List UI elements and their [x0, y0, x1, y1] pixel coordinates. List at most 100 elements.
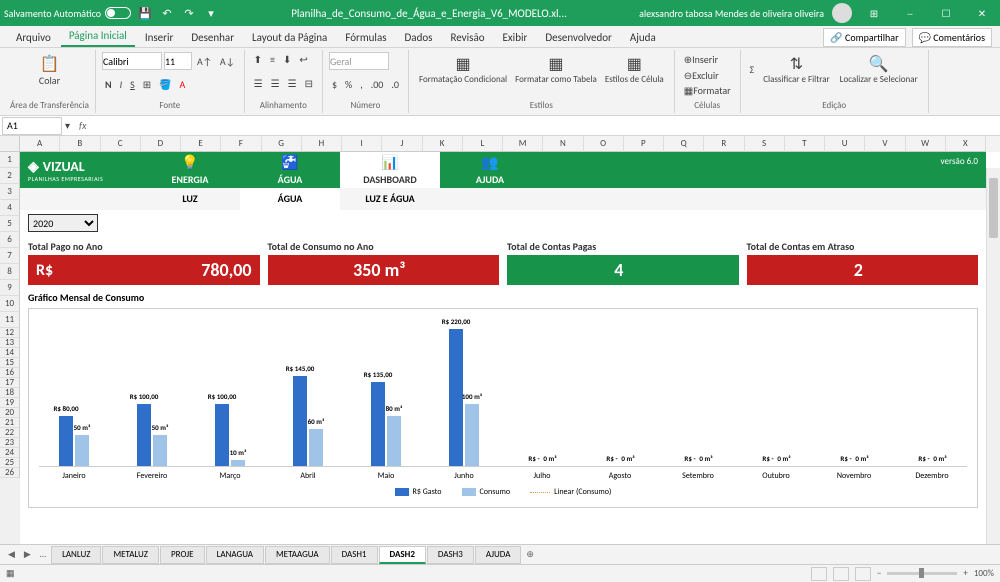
autosave-toggle[interactable]: Salvamento Automático: [4, 7, 131, 20]
menu-fórmulas[interactable]: Fórmulas: [337, 28, 394, 47]
fx-icon[interactable]: fx: [73, 119, 92, 132]
delete-cells-button[interactable]: ⊖ Excluir: [681, 68, 722, 83]
menu-ajuda[interactable]: Ajuda: [622, 28, 664, 47]
col-header[interactable]: I: [342, 136, 382, 152]
decrease-decimal-icon[interactable]: .0: [388, 77, 402, 92]
nav-água[interactable]: 🚰ÁGUA: [240, 152, 340, 188]
redo-icon[interactable]: ↷: [181, 5, 197, 21]
sheet-tab-dash3[interactable]: DASH3: [427, 546, 474, 564]
col-header[interactable]: V: [865, 136, 905, 152]
paste-button[interactable]: 📋 Colar: [10, 52, 89, 89]
menu-página-inicial[interactable]: Página Inicial: [61, 26, 135, 47]
nav-energia[interactable]: 💡ENERGIA: [140, 152, 240, 188]
formula-dropdown-icon[interactable]: ▾: [62, 118, 73, 133]
row-header[interactable]: 5: [0, 216, 20, 232]
align-right-icon[interactable]: ☰: [285, 76, 300, 91]
align-middle-icon[interactable]: ≡: [267, 52, 278, 67]
subnav-luz-e-água[interactable]: LUZ E ÁGUA: [340, 188, 440, 210]
undo-icon[interactable]: ↶: [159, 5, 175, 21]
add-sheet-icon[interactable]: ⊕: [522, 549, 538, 560]
col-header[interactable]: P: [624, 136, 664, 152]
page-layout-icon[interactable]: [833, 567, 849, 581]
row-header[interactable]: 9: [0, 280, 20, 296]
col-header[interactable]: G: [262, 136, 302, 152]
col-header[interactable]: W: [906, 136, 946, 152]
col-header[interactable]: T: [785, 136, 825, 152]
zoom-slider[interactable]: [887, 572, 957, 575]
name-box[interactable]: [2, 117, 62, 135]
col-header[interactable]: A: [20, 136, 60, 152]
row-header[interactable]: 6: [0, 232, 20, 248]
row-header[interactable]: 1: [0, 152, 20, 168]
col-header[interactable]: D: [141, 136, 181, 152]
comma-icon[interactable]: ,: [357, 77, 366, 92]
qat-icon[interactable]: ▾: [203, 5, 219, 21]
subnav-água[interactable]: ÁGUA: [240, 188, 340, 210]
row-header[interactable]: 26: [0, 468, 20, 478]
font-size-select[interactable]: [164, 52, 192, 70]
comments-button[interactable]: 💬 Comentários: [912, 28, 992, 47]
menu-inserir[interactable]: Inserir: [137, 28, 182, 47]
save-icon[interactable]: 💾: [137, 5, 153, 21]
cell-styles-button[interactable]: ▦Estilos de Célula: [601, 52, 668, 87]
subnav-luz[interactable]: LUZ: [140, 188, 240, 210]
sheet-tab-lanluz[interactable]: LANLUZ: [51, 546, 101, 564]
share-button[interactable]: 🔗 Compartilhar: [823, 28, 905, 47]
tab-prev-icon[interactable]: ◀: [4, 549, 19, 560]
col-header[interactable]: Q: [664, 136, 704, 152]
align-center-icon[interactable]: ☰: [268, 76, 283, 91]
nav-ajuda[interactable]: 👥AJUDA: [440, 152, 540, 188]
menu-revisão[interactable]: Revisão: [442, 28, 492, 47]
underline-icon[interactable]: S: [127, 77, 138, 92]
fill-color-icon[interactable]: 🪣: [156, 77, 174, 92]
col-header[interactable]: J: [382, 136, 422, 152]
col-header[interactable]: K: [423, 136, 463, 152]
nav-dashboard[interactable]: 📊DASHBOARD: [340, 152, 440, 188]
align-left-icon[interactable]: ☰: [251, 76, 266, 91]
menu-arquivo[interactable]: Arquivo: [8, 28, 59, 47]
minimize-icon[interactable]: ─: [896, 0, 924, 26]
sheet-tab-metaagua[interactable]: METAAGUA: [265, 546, 330, 564]
merge-icon[interactable]: ⊟: [302, 76, 316, 91]
sheet-tab-lanagua[interactable]: LANAGUA: [206, 546, 264, 564]
menu-layout-da-página[interactable]: Layout da Página: [244, 28, 335, 47]
menu-desenhar[interactable]: Desenhar: [183, 28, 242, 47]
col-header[interactable]: H: [302, 136, 342, 152]
col-header[interactable]: M: [503, 136, 543, 152]
menu-desenvolvedor[interactable]: Desenvolvedor: [537, 28, 620, 47]
increase-decimal-icon[interactable]: .00: [368, 77, 387, 92]
col-header[interactable]: B: [60, 136, 100, 152]
row-header[interactable]: 3: [0, 184, 20, 200]
col-header[interactable]: O: [584, 136, 624, 152]
increase-font-icon[interactable]: A↑: [194, 54, 215, 69]
currency-icon[interactable]: $: [329, 77, 340, 92]
insert-cells-button[interactable]: ⊕ Inserir: [681, 52, 721, 67]
row-header[interactable]: 11: [0, 312, 20, 328]
col-header[interactable]: N: [543, 136, 583, 152]
align-top-icon[interactable]: ⬆: [251, 52, 265, 67]
font-name-select[interactable]: [102, 52, 162, 70]
col-header[interactable]: S: [745, 136, 785, 152]
sort-filter-button[interactable]: ⇅Classificar e Filtrar: [759, 52, 833, 87]
normal-view-icon[interactable]: [811, 567, 827, 581]
percent-icon[interactable]: %: [342, 77, 355, 92]
ribbon-options-icon[interactable]: ⊞: [860, 0, 888, 26]
conditional-format-button[interactable]: ▦Formatação Condicional: [415, 52, 511, 87]
vertical-scrollbar[interactable]: [986, 168, 1000, 544]
zoom-in-icon[interactable]: +: [963, 568, 967, 579]
zoom-out-icon[interactable]: −: [877, 568, 881, 579]
col-header[interactable]: C: [101, 136, 141, 152]
border-icon[interactable]: ⊞: [140, 77, 154, 92]
menu-dados[interactable]: Dados: [397, 28, 441, 47]
format-table-button[interactable]: ▦Formatar como Tabela: [511, 52, 601, 87]
autosum-icon[interactable]: Σ: [747, 62, 758, 77]
italic-icon[interactable]: I: [117, 77, 126, 92]
row-header[interactable]: 4: [0, 200, 20, 216]
sheet-tab-dash2[interactable]: DASH2: [379, 546, 426, 564]
decrease-font-icon[interactable]: A↓: [217, 54, 238, 69]
find-select-button[interactable]: 🔍Localizar e Selecionar: [836, 52, 922, 87]
row-header[interactable]: 10: [0, 296, 20, 312]
tab-next-icon[interactable]: ▶: [20, 549, 35, 560]
close-icon[interactable]: ✕: [968, 0, 996, 26]
zoom-level[interactable]: 100%: [974, 568, 994, 579]
